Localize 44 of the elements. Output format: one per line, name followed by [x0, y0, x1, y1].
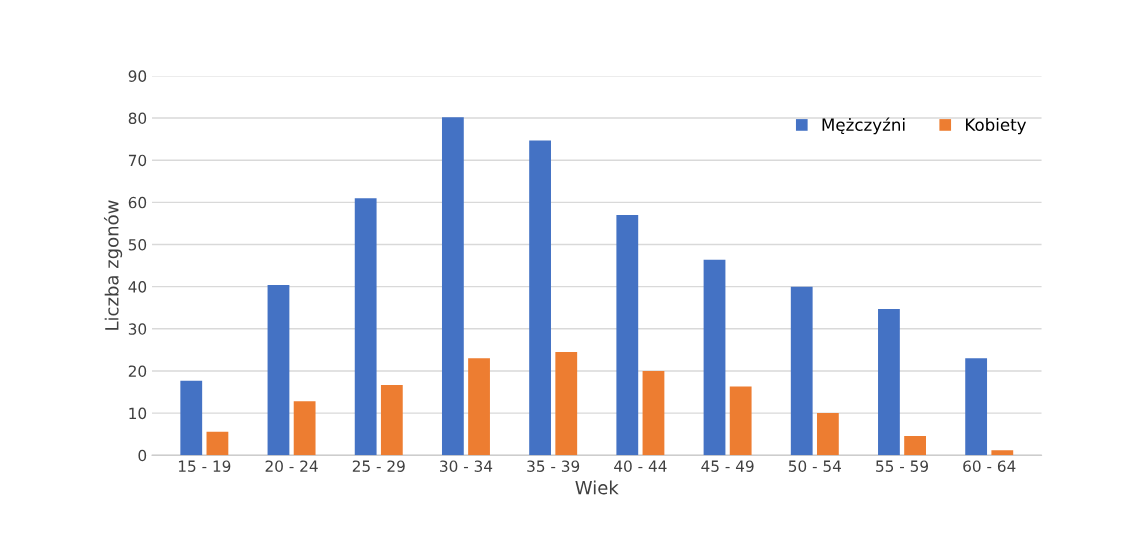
bar [293, 401, 316, 456]
legend-label: Mężczyźni [822, 117, 905, 135]
bar [206, 431, 229, 456]
bar [642, 370, 665, 456]
x-tick-label: 25 - 29 [352, 460, 405, 472]
bar [380, 384, 403, 456]
x-tick-label: 30 - 34 [440, 460, 493, 472]
x-tick-label: 55 - 59 [876, 460, 928, 472]
bar [180, 380, 203, 456]
y-tick-label: 80 [128, 112, 147, 125]
bar [965, 358, 988, 456]
y-tick-label: 0 [138, 449, 147, 462]
y-tick-label: 60 [128, 196, 147, 209]
bar [354, 198, 377, 456]
bar [703, 259, 726, 456]
bar [616, 214, 639, 456]
bar [904, 435, 926, 456]
y-tick-label: 40 [128, 281, 147, 293]
y-tick-label: 30 [128, 323, 147, 335]
y-tick-label: 20 [128, 365, 147, 377]
bar [790, 286, 813, 456]
bar [529, 140, 551, 456]
bar [729, 386, 752, 456]
y-tick-label: 50 [128, 238, 147, 251]
x-tick-label: 60 - 64 [963, 460, 1016, 472]
bar [468, 358, 490, 456]
x-tick-label: 50 - 54 [788, 460, 841, 472]
x-tick-label: 35 - 39 [527, 460, 580, 472]
y-tick-label: 90 [128, 70, 147, 82]
y-tick-label: 10 [129, 407, 147, 420]
bar [441, 117, 464, 456]
bar [878, 309, 900, 456]
legend-label: Kobiety [966, 118, 1027, 135]
x-axis-title: Wiek [575, 480, 619, 495]
y-tick-label: 70 [128, 154, 147, 167]
x-tick-label: 20 - 24 [265, 460, 318, 472]
bar [267, 284, 290, 456]
x-tick-label: 45 - 49 [701, 460, 754, 472]
x-tick-label: 40 - 44 [614, 460, 667, 472]
bar [816, 413, 839, 456]
y-axis-title: Liczba zgonów [103, 200, 123, 330]
bar [991, 450, 1014, 456]
bar [555, 352, 578, 456]
x-tick-label: 15 - 19 [178, 460, 231, 472]
